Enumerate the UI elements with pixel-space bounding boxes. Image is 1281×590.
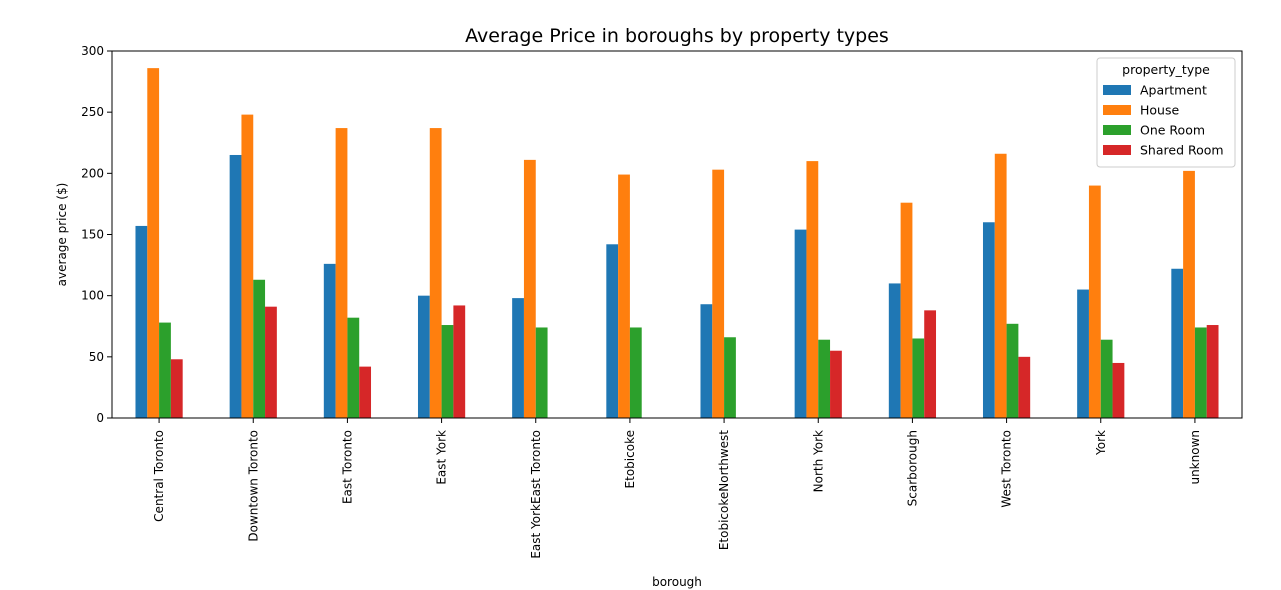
x-tick-label: York: [1094, 430, 1108, 456]
axis-ticks: 0 50 100 150 200 250 300 Central Toronto Downtow…: [81, 44, 1202, 559]
bar: [606, 244, 619, 418]
bar: [1171, 268, 1184, 418]
bar: [1206, 325, 1219, 418]
y-tick-label: 100: [81, 289, 104, 303]
bar: [135, 225, 148, 418]
x-tick-label: Etobicoke: [623, 430, 637, 488]
bar: [629, 327, 642, 418]
bar: [335, 128, 348, 418]
legend-label: Apartment: [1140, 83, 1207, 98]
x-tick-label: Scarborough: [905, 430, 919, 506]
bar: [170, 359, 183, 418]
y-tick-label: 300: [81, 44, 104, 58]
legend-label: House: [1140, 103, 1179, 118]
x-tick-label: East Toronto: [340, 430, 354, 504]
bar: [323, 263, 336, 418]
bar: [994, 153, 1007, 418]
y-tick-label: 50: [89, 350, 104, 364]
bar: [441, 325, 454, 418]
chart-title: Average Price in boroughs by property ty…: [465, 25, 889, 47]
bar: [1077, 289, 1089, 418]
y-tick-label: 150: [81, 228, 104, 242]
bar: [159, 322, 171, 418]
legend-swatch: [1103, 145, 1131, 155]
bar: [417, 295, 430, 418]
bar: [429, 128, 442, 418]
legend: property_type Apartment House One Room Share…: [1096, 57, 1236, 168]
x-tick-label: Downtown Toronto: [246, 430, 260, 542]
x-tick-label: West Toronto: [1000, 430, 1014, 508]
bar: [700, 304, 713, 418]
y-axis-label: average price ($): [55, 183, 69, 287]
bar: [924, 310, 937, 418]
bar: [1112, 362, 1125, 418]
bar: [347, 317, 360, 418]
bar: [794, 229, 807, 418]
bar: [253, 279, 266, 418]
bar: [912, 338, 925, 418]
bar: [229, 154, 242, 418]
bar: [147, 68, 160, 419]
legend-swatch: [1103, 105, 1131, 115]
bar: [724, 337, 736, 418]
bar: [982, 222, 995, 418]
bar: [1088, 185, 1101, 418]
legend-label: One Room: [1140, 123, 1205, 138]
x-tick-label: East YorkEast Toronto: [529, 430, 543, 559]
bar: [806, 161, 819, 418]
x-tick-label: EtobicokeNorthwest: [717, 430, 731, 550]
bar: [241, 114, 254, 418]
bar: [359, 366, 372, 418]
bar: [453, 305, 466, 418]
bar: [888, 283, 901, 418]
bar: [900, 202, 913, 418]
legend-title: property_type: [1122, 62, 1210, 77]
bar: [1183, 170, 1195, 418]
bar: [712, 169, 725, 418]
legend-label: Shared Room: [1140, 143, 1224, 158]
bars: [135, 68, 1219, 419]
x-tick-label: East York: [435, 430, 449, 485]
x-tick-label: North York: [811, 430, 825, 492]
bar: [1006, 323, 1019, 418]
bar: [523, 159, 536, 419]
y-tick-label: 0: [96, 411, 104, 425]
bar: [535, 327, 548, 418]
y-tick-label: 200: [81, 166, 104, 180]
bar: [512, 298, 524, 418]
y-tick-label: 250: [81, 105, 104, 119]
x-tick-label: Central Toronto: [152, 430, 166, 522]
legend-swatch: [1103, 125, 1131, 135]
bar: [1194, 327, 1207, 418]
bar: [818, 339, 831, 418]
bar: [1018, 356, 1031, 418]
bar: [265, 306, 277, 418]
legend-swatch: [1103, 85, 1131, 95]
legend-box: [1096, 57, 1236, 168]
plot-frame: [111, 50, 1243, 419]
x-axis-label: borough: [652, 575, 702, 589]
bar: [830, 350, 842, 418]
bar: [618, 174, 630, 418]
x-tick-label: unknown: [1188, 430, 1202, 485]
bar: [1100, 339, 1113, 418]
